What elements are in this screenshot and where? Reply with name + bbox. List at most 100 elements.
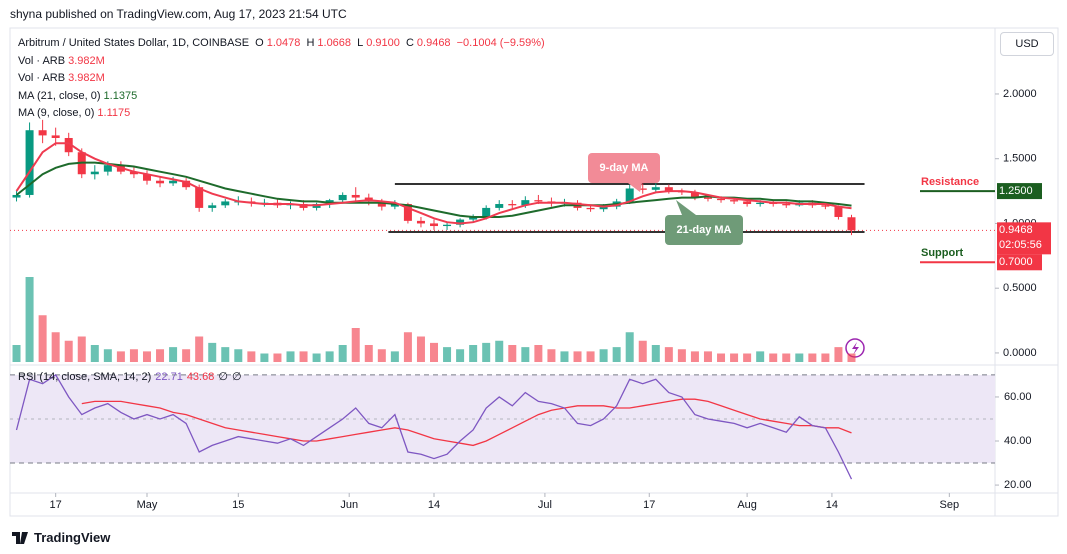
candle-body <box>51 135 60 138</box>
volume-bar <box>847 353 856 362</box>
volume-bar <box>169 347 178 362</box>
volume-bar <box>430 342 439 362</box>
ohlc-label: L <box>357 37 364 49</box>
legend-name: MA (21, close, 0) <box>18 89 101 102</box>
volume-bar <box>403 332 412 362</box>
volume-bar <box>234 349 243 362</box>
y-tick-label: 1.5000 <box>1003 153 1037 165</box>
candle-body <box>182 180 191 188</box>
volume-bar <box>717 353 726 362</box>
ohlc-label: O <box>255 37 264 49</box>
countdown: 02:05:56 <box>999 239 1042 251</box>
publish-line: shyna published on TradingView.com, Aug … <box>10 7 347 21</box>
x-tick-label: 14 <box>826 499 838 511</box>
volume-bar <box>338 345 347 362</box>
candle-body <box>756 202 765 205</box>
legend-value: 22.71 <box>155 371 183 383</box>
volume-bar <box>182 349 191 362</box>
y-tick-label: 60.00 <box>1004 391 1032 403</box>
ma-legend: MA (21, close, 0) 1.1375 <box>18 88 548 106</box>
candle-body <box>521 200 530 206</box>
candle-body <box>443 224 452 227</box>
ohlc-value: 0.9100 <box>366 37 400 49</box>
volume-bar <box>77 336 86 362</box>
annotation-box <box>665 215 743 245</box>
candle-body <box>38 130 47 136</box>
candle-body <box>508 204 517 206</box>
candle-body <box>64 137 73 153</box>
candle-body <box>847 217 856 231</box>
ohlc-value: 1.0478 <box>266 37 301 49</box>
volume-bar <box>482 342 491 362</box>
annotation-text: 21-day MA <box>676 224 731 236</box>
ma-legend: MA (9, close, 0) 1.1175 <box>18 105 548 123</box>
currency-button[interactable]: USD <box>1000 32 1054 56</box>
volume-bar <box>677 349 686 362</box>
volume-bar <box>90 345 99 362</box>
x-tick-label: Jun <box>340 499 358 511</box>
volume-bar <box>260 353 269 362</box>
volume-bar <box>390 351 399 362</box>
candle-body <box>195 187 204 208</box>
candle-body <box>456 219 465 225</box>
annotation-tail <box>676 200 696 215</box>
volume-bar <box>12 345 21 362</box>
candle-body <box>169 180 178 184</box>
volume-bar <box>195 336 204 362</box>
candle-body <box>703 197 712 199</box>
candle-body <box>390 204 399 207</box>
x-tick-label: May <box>137 499 158 511</box>
volume-bar <box>599 349 608 362</box>
last-price-label: 0.9468 <box>999 224 1033 236</box>
last-price-box <box>997 222 1051 255</box>
volume-bar <box>51 332 60 362</box>
candle-body <box>690 192 699 198</box>
y-tick-label: 40.00 <box>1004 435 1032 447</box>
volume-bar <box>743 353 752 362</box>
x-tick-label: Jul <box>538 499 552 511</box>
candle-body <box>586 207 595 210</box>
volume-bar <box>129 349 138 362</box>
volume-bar <box>508 345 517 362</box>
level-name: Resistance <box>921 176 979 188</box>
volume-bar <box>534 345 543 362</box>
candle-body <box>338 194 347 201</box>
frame <box>9 27 1059 517</box>
volume-bar <box>795 353 804 362</box>
volume-bar <box>782 353 791 362</box>
legend-name: Vol · ARB <box>18 54 66 67</box>
candle-body <box>430 223 439 227</box>
volume-bar <box>443 347 452 362</box>
volume-bar <box>703 351 712 362</box>
x-tick-label: Aug <box>737 499 757 511</box>
level-price-box <box>997 254 1042 271</box>
legend-name: Vol · ARB <box>18 72 66 84</box>
candle-body <box>730 200 739 202</box>
volume-bar <box>351 328 360 362</box>
candle-body <box>482 207 491 217</box>
volume-bar <box>208 342 217 362</box>
ohlc-value: 0.9468 <box>416 37 451 49</box>
volume-bar <box>651 345 660 362</box>
volume-bar <box>247 351 256 362</box>
volume-bar <box>364 345 373 362</box>
volume-bar <box>586 351 595 362</box>
x-tick-label: 17 <box>50 499 62 511</box>
candle-body <box>103 165 112 172</box>
volume-bar <box>377 349 386 362</box>
candle-body <box>221 201 230 206</box>
volume-bar <box>64 340 73 362</box>
candle-body <box>717 198 726 201</box>
volume-bar <box>142 351 151 362</box>
brand: TradingView <box>34 530 111 545</box>
level-price: 0.7000 <box>999 256 1033 268</box>
candle-body <box>90 171 99 175</box>
volume-bar <box>664 347 673 362</box>
volume-bar <box>495 340 504 362</box>
rsi-line <box>81 398 852 447</box>
volume-bar <box>156 349 165 362</box>
volume-bar <box>456 349 465 362</box>
y-tick-label: 0.0000 <box>1003 347 1037 359</box>
volume-bar <box>547 349 556 362</box>
